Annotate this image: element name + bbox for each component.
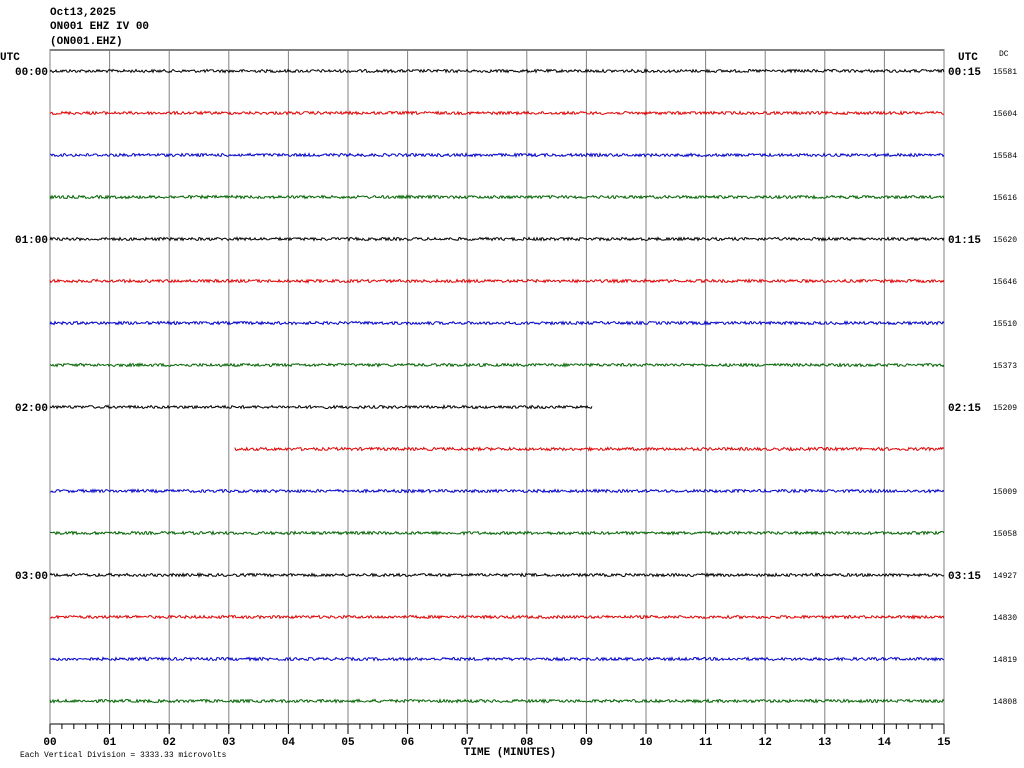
- dc-value: 14819: [993, 656, 1017, 665]
- x-tick-label: 00: [43, 737, 56, 749]
- trace: [49, 572, 945, 579]
- trace: [234, 446, 945, 452]
- trace: [49, 614, 945, 620]
- trace: [49, 362, 945, 368]
- trace: [49, 278, 945, 284]
- trace: [49, 152, 945, 158]
- trace: [49, 488, 945, 494]
- channel: (ON001.EHZ): [50, 36, 123, 48]
- dc-value: 15373: [993, 362, 1017, 371]
- trace: [49, 110, 944, 116]
- x-tick-label: 10: [639, 737, 652, 749]
- x-tick-label: 02: [163, 737, 176, 749]
- dc-value: 14927: [993, 572, 1017, 581]
- x-tick-label: 15: [937, 737, 951, 749]
- dc-value: 15616: [993, 194, 1017, 203]
- right-axis-title: UTC: [958, 52, 978, 64]
- x-label: TIME (MINUTES): [464, 747, 556, 759]
- trace: [49, 656, 945, 662]
- right-time-label: 03:15: [948, 571, 981, 583]
- x-tick-label: 05: [341, 737, 355, 749]
- dc-value: 15604: [993, 110, 1017, 119]
- x-tick-label: 13: [818, 737, 832, 749]
- left-time-label: 01:00: [15, 235, 48, 247]
- x-tick-label: 01: [103, 737, 117, 749]
- dc-value: 15646: [993, 278, 1017, 287]
- x-tick-label: 03: [222, 737, 236, 749]
- dc-value: 15581: [993, 68, 1017, 77]
- trace: [49, 194, 945, 200]
- right-time-label: 02:15: [948, 403, 981, 415]
- dc-value: 15620: [993, 236, 1017, 245]
- x-tick-label: 12: [759, 737, 772, 749]
- x-tick-label: 04: [282, 737, 296, 749]
- plot-frame: [49, 49, 945, 725]
- x-tick-label: 14: [878, 737, 892, 749]
- dc-value: 15009: [993, 488, 1017, 497]
- x-tick-label: 09: [580, 737, 593, 749]
- dc-value: 15209: [993, 404, 1017, 413]
- right-time-label: 00:15: [948, 67, 981, 79]
- dc-value: 14808: [993, 698, 1017, 707]
- trace: [49, 67, 945, 74]
- footer: Each Vertical Division = 3333.33 microvo…: [20, 751, 227, 760]
- x-tick-label: 06: [401, 737, 414, 749]
- left-axis-title: UTC: [0, 52, 20, 64]
- left-time-label: 00:00: [15, 67, 48, 79]
- right-time-label: 01:15: [948, 235, 981, 247]
- x-tick-label: 07: [461, 737, 474, 749]
- trace: [50, 529, 945, 536]
- left-time-label: 03:00: [15, 571, 48, 583]
- trace: [49, 320, 945, 326]
- x-tick-label: 11: [699, 737, 713, 749]
- trace: [49, 236, 945, 242]
- trace: [49, 404, 593, 410]
- dc-value: 15584: [993, 152, 1017, 161]
- trace: [49, 698, 945, 705]
- dc-value: 15058: [993, 530, 1017, 539]
- dc-value: 14830: [993, 614, 1017, 623]
- dc-title: DC: [999, 50, 1009, 59]
- date: Oct13,2025: [50, 7, 116, 19]
- station: ON001 EHZ IV 00: [50, 21, 149, 33]
- dc-value: 15510: [993, 320, 1017, 329]
- left-time-label: 02:00: [15, 403, 48, 415]
- x-tick-label: 08: [520, 737, 534, 749]
